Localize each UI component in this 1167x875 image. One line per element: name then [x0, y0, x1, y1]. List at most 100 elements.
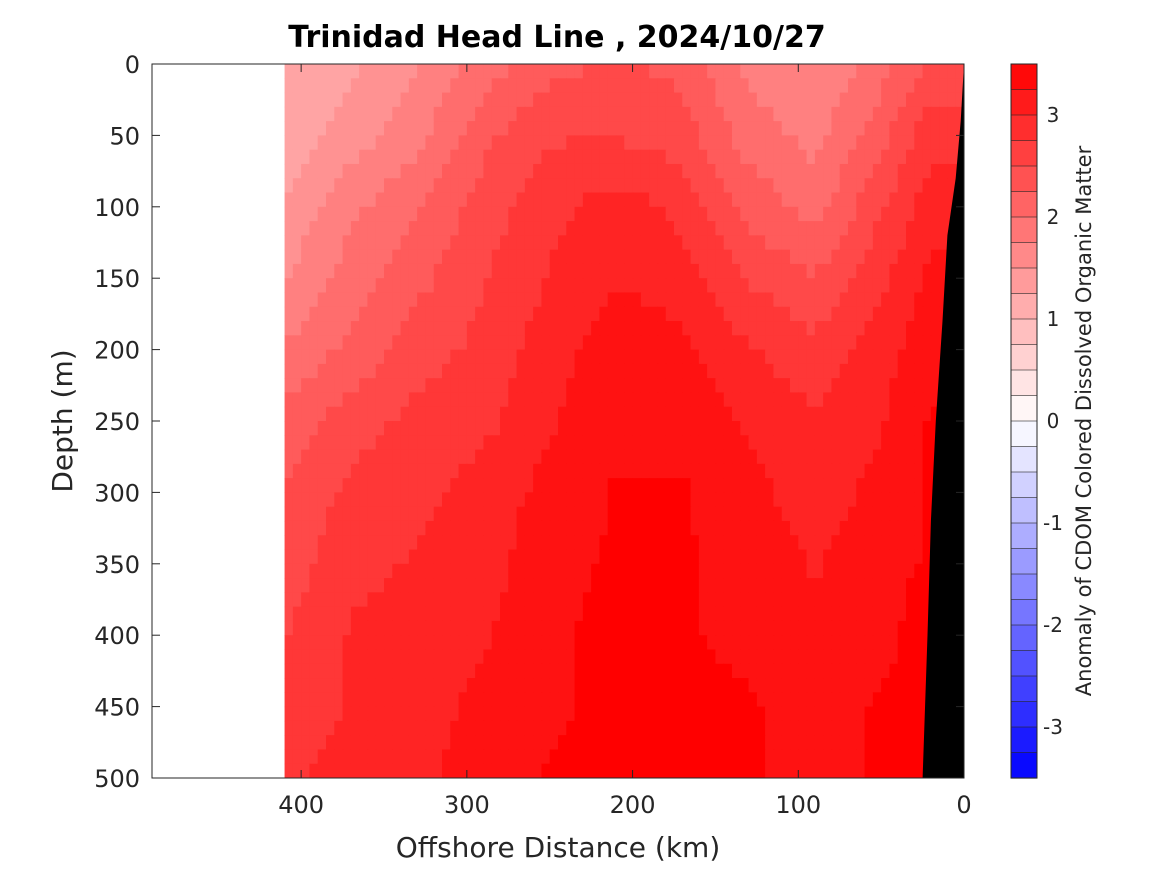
heatmap-cell — [881, 749, 891, 765]
heatmap-cell — [384, 492, 393, 508]
heatmap-cell — [574, 249, 584, 265]
heatmap-cell — [790, 463, 799, 479]
heatmap-cell — [657, 64, 667, 79]
heatmap-cell — [616, 378, 625, 394]
heatmap-cell — [781, 578, 791, 593]
heatmap-cell — [657, 378, 667, 394]
heatmap-cell — [301, 363, 311, 379]
heatmap-cell — [773, 321, 783, 336]
heatmap-cell — [541, 263, 551, 279]
heatmap-cell — [856, 192, 866, 208]
heatmap-cell — [317, 620, 327, 636]
heatmap-cell — [707, 463, 717, 479]
heatmap-cell — [566, 449, 576, 465]
heatmap-cell — [756, 135, 766, 151]
heatmap-cell — [814, 578, 824, 593]
heatmap-cell — [773, 249, 783, 265]
heatmap-cell — [342, 635, 352, 651]
heatmap-cell — [533, 121, 543, 136]
heatmap-cell — [740, 506, 750, 522]
heatmap-cell — [897, 592, 907, 608]
heatmap-cell — [798, 635, 808, 651]
heatmap-cell — [334, 720, 344, 736]
heatmap-cell — [359, 720, 369, 736]
heatmap-cell — [301, 449, 311, 465]
heatmap-cell — [922, 149, 932, 165]
heatmap-cell — [657, 421, 667, 436]
heatmap-cell — [748, 192, 758, 208]
heatmap-cell — [392, 278, 402, 294]
heatmap-cell — [558, 520, 567, 536]
heatmap-cell — [616, 492, 625, 508]
heatmap-cell — [475, 321, 485, 336]
heatmap-cell — [740, 720, 750, 736]
heatmap-cell — [848, 720, 857, 736]
heatmap-cell — [384, 421, 393, 436]
heatmap-cell — [723, 292, 733, 308]
heatmap-cell — [649, 620, 659, 636]
heatmap-cell — [723, 506, 733, 522]
colorbar-level — [1010, 293, 1038, 320]
heatmap-cell — [682, 421, 692, 436]
heatmap-cell — [930, 292, 940, 308]
heatmap-cell — [657, 349, 667, 365]
heatmap-cell — [765, 363, 775, 379]
heatmap-cell — [897, 720, 907, 736]
heatmap-cell — [516, 635, 526, 651]
heatmap-cell — [607, 349, 617, 365]
heatmap-cell — [632, 578, 642, 593]
heatmap-cell — [632, 706, 642, 722]
heatmap-cell — [417, 449, 427, 465]
heatmap-cell — [806, 292, 816, 308]
heatmap-cell — [582, 178, 592, 194]
heatmap-cell — [400, 306, 410, 322]
heatmap-cell — [384, 163, 393, 179]
heatmap-cell — [342, 706, 352, 722]
heatmap-cell — [698, 221, 708, 236]
heatmap-cell — [790, 278, 799, 294]
heatmap-cell — [624, 249, 634, 265]
heatmap-cell — [682, 492, 692, 508]
heatmap-cell — [914, 106, 924, 122]
heatmap-cell — [425, 520, 435, 536]
heatmap-cell — [392, 378, 402, 394]
heatmap-cell — [549, 463, 559, 479]
heatmap-cell — [814, 549, 824, 565]
heatmap-cell — [450, 235, 460, 251]
heatmap-cell — [566, 563, 576, 579]
heatmap-cell — [798, 192, 808, 208]
heatmap-cell — [698, 506, 708, 522]
heatmap-cell — [375, 263, 385, 279]
heatmap-cell — [591, 678, 601, 693]
heatmap-cell — [881, 692, 891, 708]
heatmap-cell — [806, 592, 816, 608]
heatmap-cell — [715, 78, 725, 94]
heatmap-cell — [674, 392, 683, 408]
heatmap-cell — [284, 620, 294, 636]
heatmap-cell — [334, 478, 344, 493]
heatmap-cell — [309, 692, 319, 708]
heatmap-cell — [723, 263, 733, 279]
heatmap-cell — [939, 235, 949, 251]
heatmap-cell — [698, 292, 708, 308]
heatmap-cell — [781, 263, 791, 279]
heatmap-cell — [599, 64, 609, 79]
heatmap-cell — [839, 349, 849, 365]
heatmap-cell — [665, 392, 675, 408]
heatmap-cell — [649, 192, 659, 208]
heatmap-cell — [292, 249, 302, 265]
heatmap-cell — [533, 720, 543, 736]
heatmap-cell — [707, 735, 717, 751]
heatmap-cell — [591, 135, 601, 151]
heatmap-cell — [640, 649, 650, 665]
heatmap-cell — [317, 635, 327, 651]
heatmap-cell — [425, 392, 435, 408]
heatmap-cell — [466, 735, 476, 751]
heatmap-cell — [508, 178, 518, 194]
heatmap-cell — [889, 449, 899, 465]
heatmap-cell — [566, 606, 576, 622]
heatmap-cell — [458, 306, 468, 322]
heatmap-cell — [748, 763, 758, 778]
heatmap-cell — [798, 221, 808, 236]
heatmap-cell — [566, 692, 576, 708]
